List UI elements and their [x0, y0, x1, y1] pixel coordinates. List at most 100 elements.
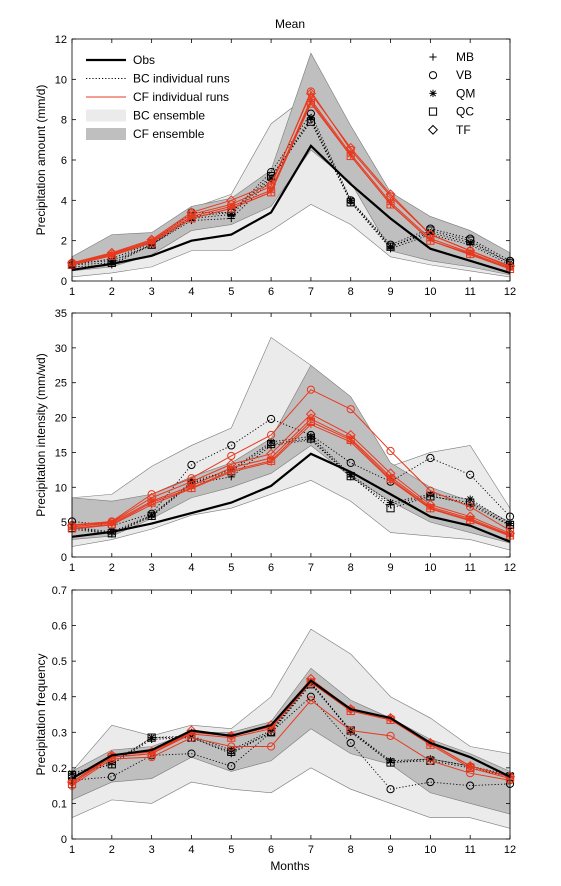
bc-run-marker: [466, 236, 475, 245]
x-tick-label: 3: [149, 286, 155, 298]
x-tick-label: 6: [268, 286, 274, 298]
y-tick-label: 0: [61, 834, 67, 846]
bc-run-marker: [187, 749, 196, 758]
bc-run-marker: [147, 511, 156, 520]
x-tick-label: 8: [348, 562, 354, 574]
x-tick-label: 6: [268, 844, 274, 856]
cf-run-marker: [187, 483, 196, 493]
bc-run-marker: [148, 734, 156, 742]
axes-frame: [71, 312, 511, 558]
y-tick-label: 0.6: [52, 621, 67, 633]
cf-run-marker: [346, 405, 355, 414]
cf-run-line: [71, 423, 511, 537]
bc-run-marker: [266, 414, 276, 424]
cf-run-marker: [386, 200, 395, 209]
x-tick-label: 4: [188, 562, 194, 574]
bc-run-marker: [346, 738, 355, 748]
bc-run-line: [71, 118, 511, 268]
y-tick-label: 0.2: [52, 763, 67, 775]
legend-marker-label: MB: [456, 50, 474, 64]
y-tick-label: 0.1: [52, 798, 67, 810]
cf-run-marker: [425, 499, 436, 510]
bc-run-marker: [267, 438, 275, 446]
bc-run-marker: [267, 174, 275, 182]
bc-run-marker: [227, 747, 236, 756]
axes-frame: [71, 589, 511, 840]
x-tick-label: 8: [348, 286, 354, 298]
y-tick-label: 5: [61, 517, 67, 529]
cf-run-marker: [187, 728, 196, 736]
y-tick-label: 4: [61, 195, 67, 207]
legend-label: Obs: [133, 53, 155, 67]
x-tick-label: 7: [308, 286, 314, 298]
cf-run-marker: [385, 189, 396, 200]
legend-marker-label: VB: [456, 68, 472, 82]
x-tick-label: 9: [387, 562, 393, 574]
cf-run-marker: [106, 517, 117, 528]
y-tick-label: 0: [61, 276, 67, 288]
y-tick-label: 25: [55, 378, 67, 390]
bc-run-marker: [386, 499, 395, 507]
bc-run-marker: [466, 239, 474, 247]
y-tick-label: 0.7: [52, 585, 67, 597]
cf-run-marker: [465, 511, 476, 522]
bc-run-marker: [347, 196, 355, 204]
x-tick-label: 7: [308, 844, 314, 856]
cf-run-marker: [148, 497, 156, 505]
cf-run-marker: [306, 385, 316, 394]
cf-run-marker: [186, 725, 197, 736]
cf-run-marker: [107, 251, 116, 260]
legend-marker-label: QC: [456, 105, 474, 119]
cf-run-marker: [146, 492, 157, 503]
cf-run-marker: [426, 236, 435, 245]
cf-run-marker: [266, 430, 276, 440]
cf-run-marker: [466, 502, 475, 511]
legend-label: BC ensemble: [133, 109, 205, 123]
x-tick-label: 2: [109, 844, 115, 856]
bc-run-marker: [148, 511, 156, 519]
bc-run-marker: [346, 458, 355, 467]
y-tick-label: 6: [61, 155, 67, 167]
bc-run-marker: [466, 781, 475, 790]
cf-run-tf: [66, 88, 516, 271]
cf-run-qc: [67, 417, 515, 540]
x-axis-label: Months: [270, 859, 309, 873]
bc-run-marker: [426, 229, 434, 237]
bc-run-marker: [466, 498, 475, 507]
cf-run-marker: [226, 459, 237, 470]
cf-run-marker: [386, 731, 395, 740]
bc-run-marker: [386, 757, 395, 765]
cf-run-marker: [465, 245, 476, 256]
cf-run-line: [71, 681, 511, 785]
cf-run-line: [71, 421, 511, 536]
cf-run-marker: [187, 214, 196, 223]
y-tick-label: 0: [61, 552, 67, 564]
chart-panel-2: 1 2 3 4 5 6 7 8 9 10 11 1205101520253035Precipitati…: [34, 308, 516, 574]
cf-run-marker: [466, 515, 474, 523]
cf-run-line: [71, 699, 511, 787]
cf-run-marker: [386, 474, 395, 484]
y-tick-label: 10: [55, 482, 67, 494]
cf-run-marker: [266, 179, 277, 190]
cf-run-marker: [346, 435, 355, 444]
x-tick-label: 1: [69, 844, 75, 856]
obs-line: [71, 452, 511, 543]
bc-run-marker: [426, 777, 435, 787]
figure-title: Mean: [275, 17, 305, 31]
x-tick-label: 10: [424, 562, 436, 574]
x-tick-label: 2: [109, 562, 115, 574]
cf-run-marker: [186, 476, 197, 487]
bc-run-marker: [307, 432, 315, 440]
y-tick-label: 35: [55, 308, 67, 320]
cf-run-marker: [227, 733, 236, 742]
cf-run-marker: [305, 409, 316, 420]
legend-marker-item-qm: QM: [429, 86, 475, 100]
x-tick-label: 3: [149, 562, 155, 574]
x-tick-label: 11: [464, 286, 475, 298]
y-tick-label: 8: [61, 115, 67, 127]
legend-item-3: CF individual runs: [86, 90, 229, 104]
cf-run-marker: [426, 756, 435, 765]
y-tick-label: 0.3: [52, 727, 67, 739]
legend-marker-qm: [429, 89, 437, 97]
